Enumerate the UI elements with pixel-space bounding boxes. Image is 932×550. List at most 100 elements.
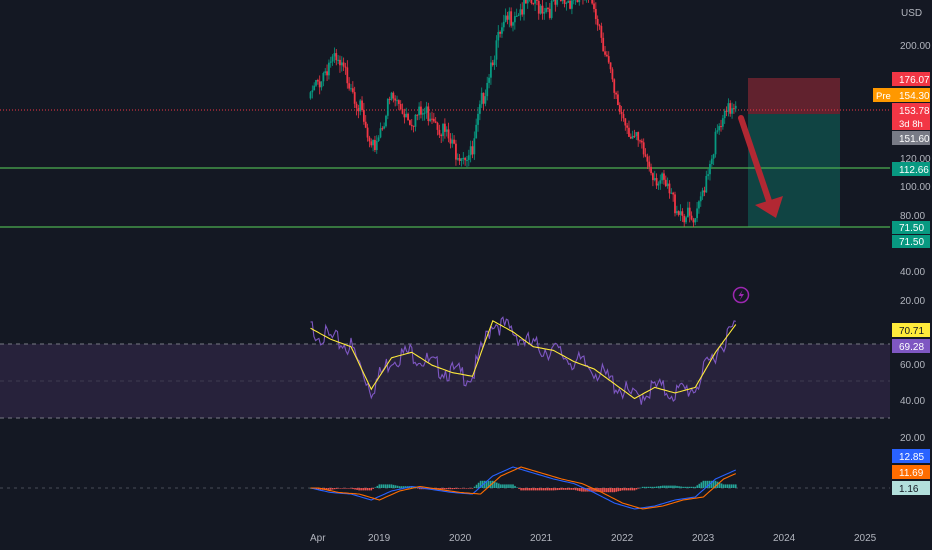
- candle-body: [438, 129, 441, 135]
- macd-histogram-bar: [518, 488, 520, 489]
- candle-body: [410, 124, 413, 126]
- candle-body: [316, 80, 319, 82]
- macd-histogram-bar: [660, 485, 662, 488]
- candle-body: [569, 0, 571, 9]
- macd-histogram-bar: [593, 488, 595, 492]
- macd-histogram-bar: [623, 488, 626, 491]
- macd-histogram-bar: [607, 488, 609, 493]
- candle-body: [379, 128, 382, 138]
- macd-histogram-bar: [680, 486, 682, 488]
- time-label-apr: Apr: [310, 533, 326, 544]
- macd-histogram-bar: [544, 488, 547, 491]
- macd-histogram-bar: [564, 488, 567, 490]
- candle-body: [466, 159, 468, 161]
- macd-histogram-bar: [678, 486, 680, 488]
- macd-line: [310, 466, 737, 510]
- macd-histogram-bar: [536, 488, 539, 491]
- macd-histogram-bar: [710, 480, 713, 488]
- candle-body: [571, 0, 573, 9]
- macd-histogram-bar: [532, 488, 535, 491]
- candle-body: [617, 94, 619, 106]
- price-tags: 176.07 Pre 154.30 153.78 3d 8h 151.60 11…: [873, 72, 930, 495]
- candle-body: [731, 108, 733, 114]
- macd-histogram-bar: [649, 486, 652, 488]
- tag-bg-support-2: [892, 221, 930, 234]
- candle-body: [412, 125, 415, 127]
- macd-histogram-bar: [609, 488, 611, 493]
- macd-histogram-bar: [698, 483, 701, 488]
- candle-body: [477, 113, 479, 125]
- macd-histogram-bar: [514, 485, 516, 488]
- candle-body: [611, 69, 614, 80]
- candle-body: [591, 0, 594, 4]
- candle-body: [539, 5, 542, 14]
- macd-signal-line: [310, 466, 737, 510]
- macd-histogram-bar: [336, 488, 338, 489]
- candle-body: [703, 190, 706, 193]
- time-label-2025: 2025: [854, 533, 877, 544]
- macd-histogram-bar: [558, 488, 561, 490]
- macd-histogram-bar: [350, 488, 352, 489]
- macd-histogram-bar: [342, 488, 344, 489]
- tag-support-2: 71.50: [899, 223, 924, 234]
- candle-body: [605, 54, 608, 57]
- macd-histogram-bar: [491, 480, 494, 488]
- macd-histogram-bar: [346, 488, 348, 489]
- candle-body: [602, 37, 605, 52]
- candle-body: [480, 92, 483, 105]
- candle-body: [664, 179, 667, 187]
- tag-bg-signal: [892, 465, 930, 479]
- macd-histogram-bar: [603, 488, 605, 493]
- macd-histogram-bar: [473, 486, 476, 488]
- macd-histogram-bar: [542, 488, 545, 491]
- down-arrow-drawing[interactable]: [738, 115, 783, 218]
- candle-body: [512, 22, 514, 26]
- candle-body: [506, 15, 509, 20]
- candle-body: [556, 0, 559, 5]
- macd-histogram-bar: [325, 488, 328, 490]
- stop-loss-zone[interactable]: [748, 78, 840, 114]
- candle-body: [622, 113, 625, 119]
- macd-histogram-bar: [530, 488, 533, 491]
- lightning-icon[interactable]: [732, 286, 750, 304]
- candle-body: [421, 113, 424, 115]
- macd-histogram-bar: [732, 484, 735, 488]
- time-label-2024: 2024: [773, 533, 796, 544]
- macd-histogram-bar: [475, 484, 478, 488]
- candle-body: [331, 56, 334, 62]
- candle-body: [629, 136, 632, 139]
- macd-histogram-bar: [712, 480, 715, 488]
- candle-body: [626, 125, 629, 128]
- tag-target: 71.50: [899, 237, 924, 248]
- candle-body: [657, 183, 660, 186]
- macd-histogram-bar: [566, 488, 569, 490]
- candle-body: [375, 140, 378, 151]
- macd-histogram-bar: [512, 484, 514, 488]
- macd-histogram-bar: [599, 488, 601, 493]
- candle-body: [633, 135, 636, 137]
- macd-histogram-bar: [645, 486, 648, 488]
- candle-body: [666, 183, 669, 187]
- macd-histogram-bar: [682, 486, 684, 488]
- candle-body: [609, 62, 612, 70]
- macd-histogram-bar: [597, 488, 599, 492]
- candle-body: [607, 56, 610, 63]
- candle-body: [399, 103, 402, 110]
- price-tick-120: 120.00: [900, 154, 931, 165]
- price-axis[interactable]: USD 200.00 120.00 100.00 80.00 40.00 20.…: [900, 8, 931, 444]
- macd-histogram-bar: [714, 480, 717, 488]
- candle-body: [707, 174, 710, 176]
- macd-histogram-bar: [589, 488, 591, 492]
- candle-body: [359, 100, 362, 112]
- candle-body: [635, 132, 638, 136]
- candle-body: [351, 88, 354, 93]
- macd-histogram-bar: [348, 488, 350, 489]
- candle-body: [344, 66, 347, 68]
- macd-histogram-bar: [526, 488, 528, 491]
- candle-body: [541, 5, 544, 14]
- macd-histogram-bar: [457, 488, 460, 489]
- candle-body: [563, 0, 566, 4]
- time-axis[interactable]: Apr 2019 2020 2021 2022 2023 2024 2025: [310, 533, 877, 544]
- candle-body: [460, 158, 463, 161]
